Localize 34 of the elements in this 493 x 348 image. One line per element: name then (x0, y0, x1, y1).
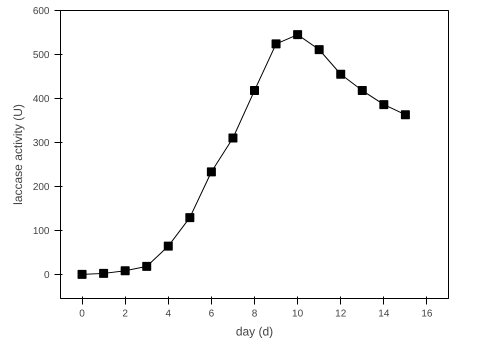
point (142, 262, 152, 271)
point (314, 45, 324, 54)
point (250, 86, 259, 96)
x-axis-title: day (d) (236, 324, 274, 338)
y-axis-title: laccase activity (U) (10, 104, 25, 205)
point (228, 134, 238, 143)
point (99, 268, 108, 278)
point (379, 100, 388, 110)
x-tick-label: 4 (165, 308, 172, 320)
y-tick-label: 500 (32, 50, 50, 61)
y-tick-label: 0 (44, 270, 50, 281)
point (78, 270, 87, 279)
point (164, 242, 173, 251)
point (336, 70, 346, 79)
point (400, 110, 410, 120)
x-tick-label: 0 (79, 308, 86, 320)
x-tick-label: 16 (421, 308, 433, 320)
point (272, 39, 281, 48)
point (120, 266, 130, 276)
x-tick-label: 10 (292, 308, 304, 320)
x-tick-label: 2 (122, 308, 128, 320)
point (293, 30, 302, 40)
point (206, 167, 216, 176)
y-tick-label: 200 (32, 182, 50, 193)
y-tick-label: 600 (32, 6, 50, 17)
x-tick-label: 12 (335, 308, 347, 320)
x-tick-label: 14 (378, 308, 390, 320)
y-tick-label: 400 (32, 94, 50, 105)
y-tick-label: 300 (32, 138, 50, 149)
point (358, 86, 367, 96)
x-tick-label: 6 (208, 308, 215, 320)
y-tick-label: 100 (32, 226, 50, 237)
point (185, 213, 194, 222)
x-tick-label: 8 (252, 308, 258, 320)
